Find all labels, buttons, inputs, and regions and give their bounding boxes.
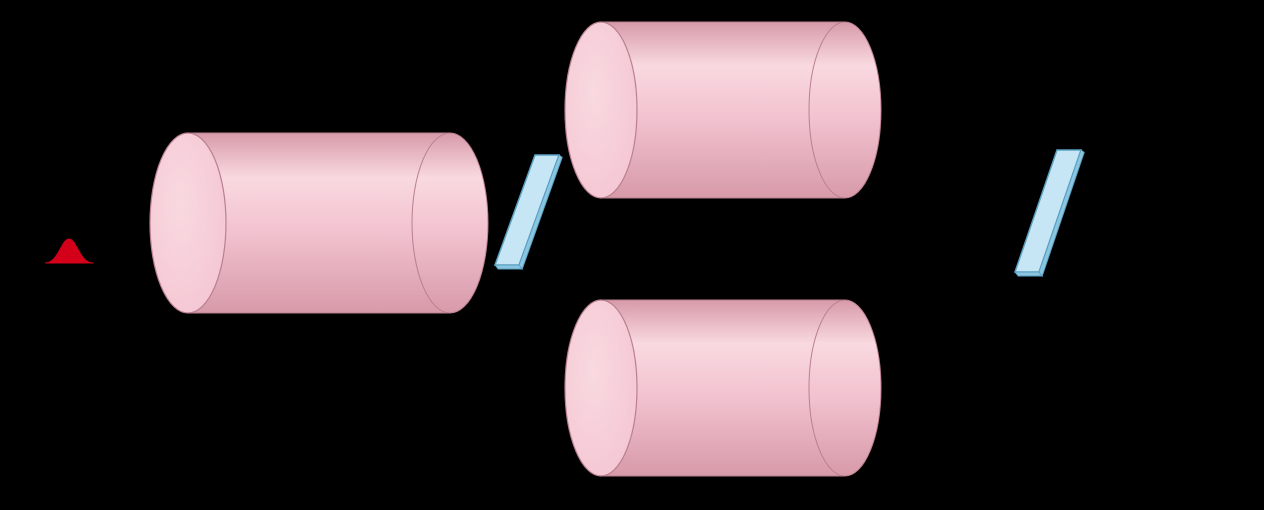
cyl-bottom [565, 300, 881, 476]
plate-left [495, 155, 562, 269]
cyl-left [150, 133, 488, 313]
diagram-canvas [0, 0, 1264, 510]
plate-right [1015, 150, 1084, 276]
pulse-icon [45, 239, 93, 263]
cyl-top [565, 22, 881, 198]
